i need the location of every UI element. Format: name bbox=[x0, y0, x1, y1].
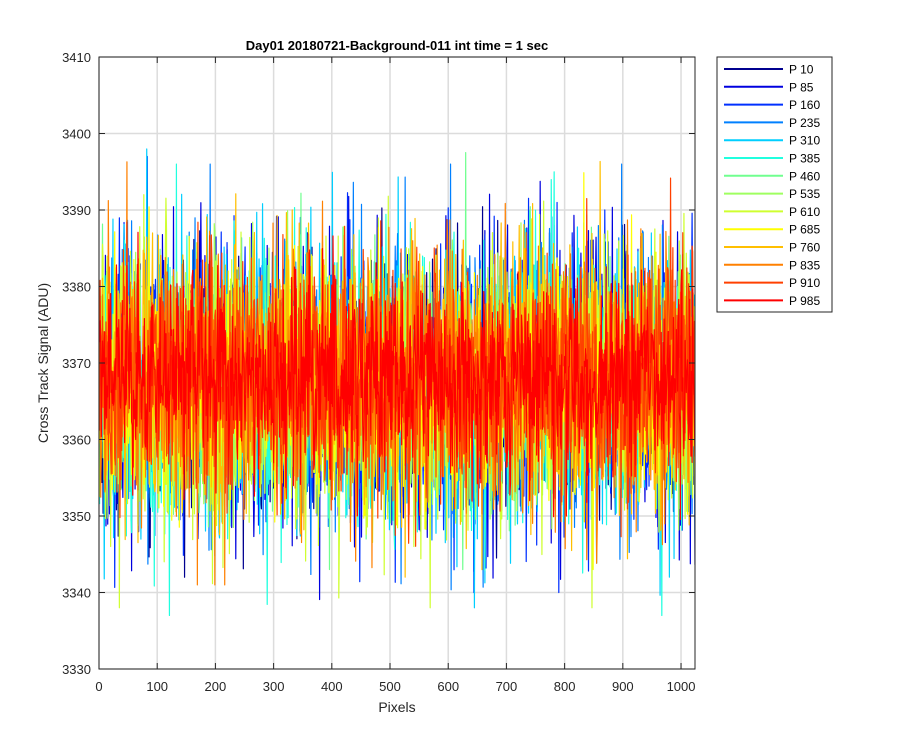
x-tick-label: 500 bbox=[379, 679, 401, 694]
legend-label: P 610 bbox=[789, 205, 820, 219]
legend-box bbox=[716, 56, 833, 313]
y-tick-label: 3360 bbox=[62, 433, 91, 448]
legend-label: P 985 bbox=[789, 294, 820, 308]
y-tick-label: 3330 bbox=[62, 662, 91, 677]
legend-label: P 760 bbox=[789, 241, 820, 255]
x-tick-label: 400 bbox=[321, 679, 343, 694]
x-tick-label: 1000 bbox=[667, 679, 696, 694]
y-axis-label: Cross Track Signal (ADU) bbox=[35, 283, 51, 443]
legend-label: P 460 bbox=[789, 169, 820, 183]
x-tick-label: 300 bbox=[263, 679, 285, 694]
x-tick-label: 600 bbox=[437, 679, 459, 694]
y-tick-label: 3340 bbox=[62, 586, 91, 601]
legend-label: P 535 bbox=[789, 187, 820, 201]
y-tick-label: 3390 bbox=[62, 203, 91, 218]
chart-title: Day01 20180721-Background-011 int time =… bbox=[246, 38, 548, 53]
series-lines bbox=[99, 148, 695, 617]
x-tick-label: 0 bbox=[95, 679, 102, 694]
legend: P 10 P 85 P 160 P 235 P 310 P 385 P 460 P 535 P … bbox=[716, 56, 833, 313]
y-tick-label: 3370 bbox=[62, 356, 91, 371]
legend-label: P 385 bbox=[789, 152, 820, 166]
y-tick-label: 3350 bbox=[62, 509, 91, 524]
x-tick-label: 200 bbox=[205, 679, 227, 694]
legend-items: P 10 P 85 P 160 P 235 P 310 P 385 P 460 P 535 P … bbox=[724, 63, 820, 308]
x-tick-labels: 0 100 200 300 400 500 600 700 800 900 1000 bbox=[95, 679, 695, 694]
axes bbox=[98, 56, 696, 670]
y-tick-label: 3380 bbox=[62, 280, 91, 295]
legend-label: P 85 bbox=[789, 80, 814, 94]
x-axis-label: Pixels bbox=[378, 699, 415, 715]
x-tick-label: 100 bbox=[146, 679, 168, 694]
y-tick-labels: 3330 3340 3350 3360 3370 3380 3390 3400 3410 bbox=[62, 50, 91, 677]
series-line bbox=[99, 177, 695, 547]
legend-label: P 310 bbox=[789, 134, 820, 148]
legend-label: P 160 bbox=[789, 98, 820, 112]
y-tick-label: 3400 bbox=[62, 127, 91, 142]
series-line bbox=[99, 231, 695, 521]
x-tick-label: 900 bbox=[612, 679, 634, 694]
legend-label: P 235 bbox=[789, 116, 820, 130]
x-tick-label: 800 bbox=[554, 679, 576, 694]
legend-label: P 910 bbox=[789, 276, 820, 290]
x-tick-label: 700 bbox=[496, 679, 518, 694]
y-tick-label: 3410 bbox=[62, 50, 91, 65]
legend-label: P 685 bbox=[789, 223, 820, 237]
legend-label: P 835 bbox=[789, 258, 820, 272]
legend-label: P 10 bbox=[789, 63, 814, 77]
